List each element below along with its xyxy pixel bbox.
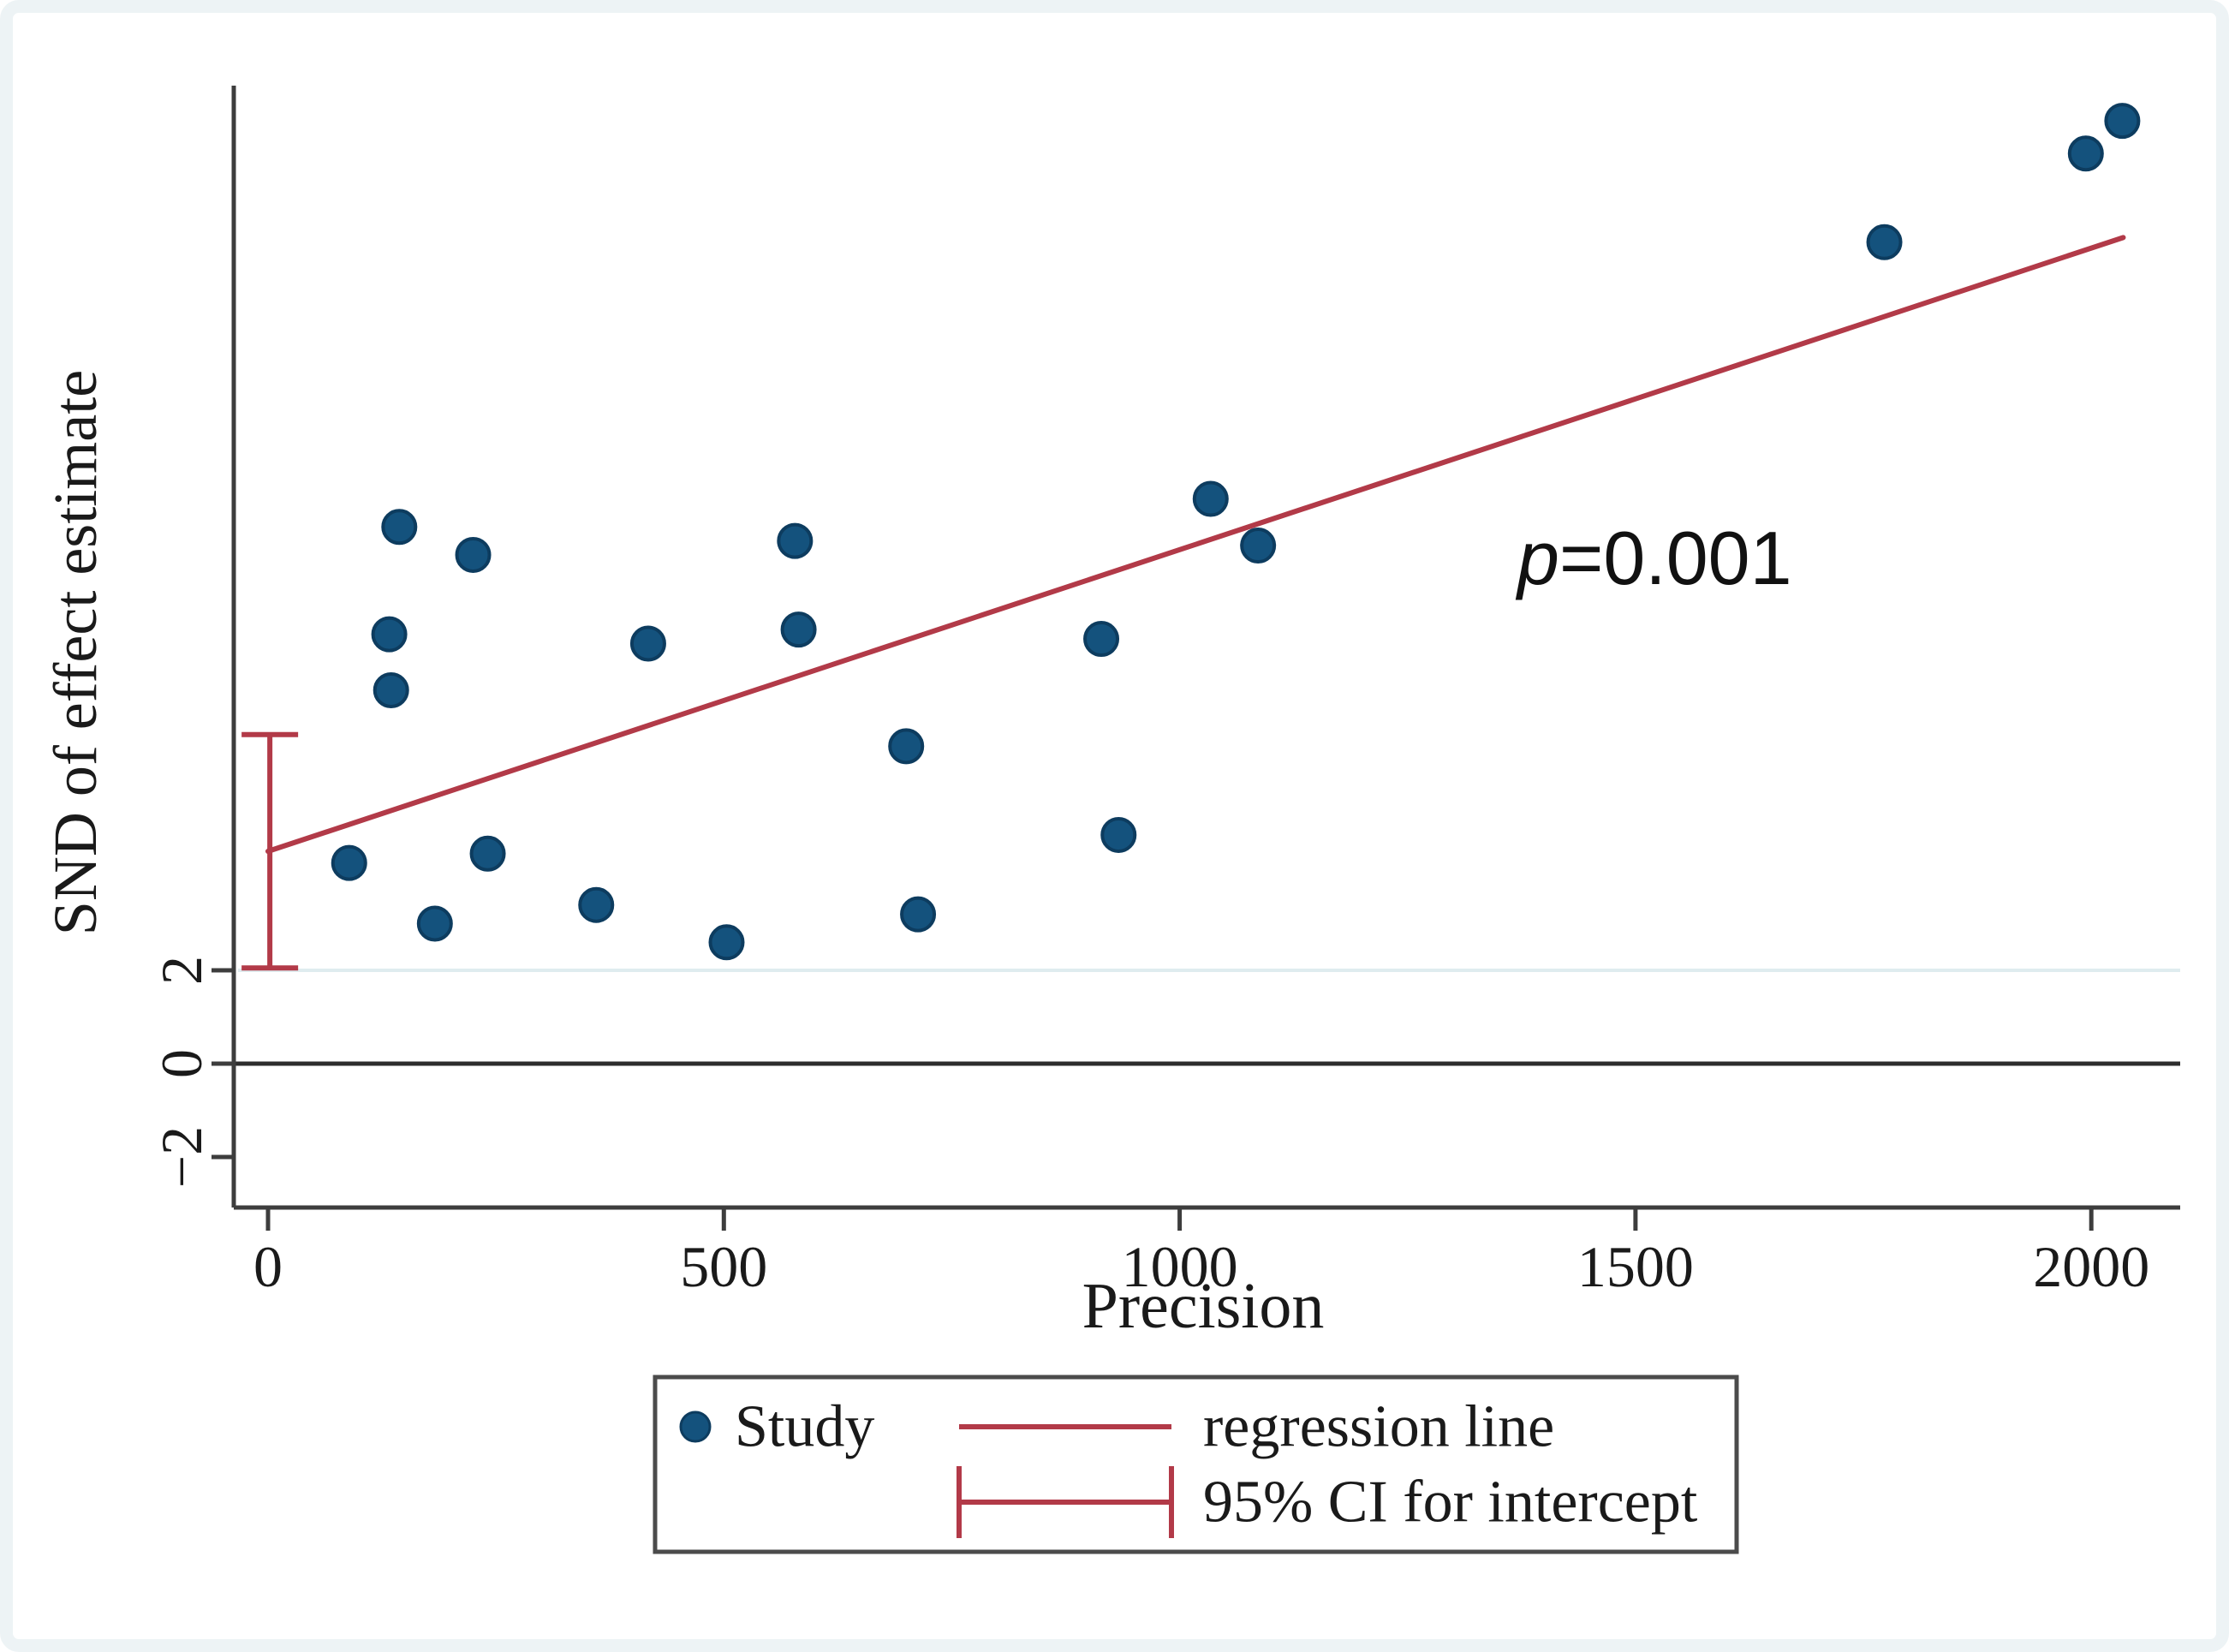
study-point — [1083, 621, 1120, 658]
x-axis-title: Precision — [1082, 1270, 1325, 1342]
study-point — [629, 625, 666, 662]
study-point — [2067, 135, 2104, 172]
study-point — [469, 835, 506, 872]
reference-lines — [234, 969, 2180, 1066]
study-point — [1100, 816, 1137, 853]
study-point — [372, 672, 409, 708]
x-tick-label: 1000 — [1122, 1234, 1238, 1299]
study-point — [780, 611, 817, 648]
study-point — [888, 728, 925, 765]
legend-study-label: Study — [735, 1394, 874, 1460]
x-tick-label: 2000 — [2033, 1234, 2149, 1299]
study-point — [777, 522, 814, 559]
study-point — [2104, 103, 2141, 140]
x-tick-label: 0 — [253, 1234, 283, 1299]
regression-and-ci — [241, 235, 2126, 971]
study-points — [331, 103, 2141, 961]
tick-marks: 2 0 −2 0 500 1000 1500 2000 — [149, 956, 2149, 1299]
study-point — [371, 616, 408, 653]
regression-line — [265, 235, 2126, 855]
study-point — [578, 886, 615, 923]
axes — [231, 86, 2180, 1210]
x-tick-label: 500 — [680, 1234, 767, 1299]
study-point — [455, 536, 492, 573]
legend: Study regression line 95% CI for interce… — [653, 1375, 1739, 1554]
study-point — [381, 509, 418, 546]
p-symbol: p — [1515, 516, 1559, 600]
study-point — [331, 844, 367, 881]
y-tick-label: 2 — [149, 956, 214, 985]
study-point — [708, 924, 745, 961]
y-tick-label: 0 — [149, 1049, 214, 1078]
p-value-text: =0.001 — [1559, 516, 1792, 600]
study-point — [1192, 480, 1229, 517]
study-point — [1866, 224, 1903, 260]
study-point — [416, 905, 453, 942]
y-axis-title: SND of effect estimate — [41, 370, 110, 935]
study-point — [1240, 528, 1277, 564]
study-point — [900, 896, 937, 933]
legend-regression-label: regression line — [1203, 1394, 1554, 1460]
legend-ci-marker-icon — [957, 1466, 1174, 1538]
x-tick-label: 1500 — [1577, 1234, 1694, 1299]
legend-study-marker-icon — [679, 1410, 712, 1443]
p-value-annotation: p=0.001 — [1515, 516, 1792, 600]
legend-ci-label: 95% CI for intercept — [1203, 1470, 1698, 1536]
legend-box — [653, 1375, 1739, 1554]
y-tick-label: −2 — [149, 1126, 214, 1188]
